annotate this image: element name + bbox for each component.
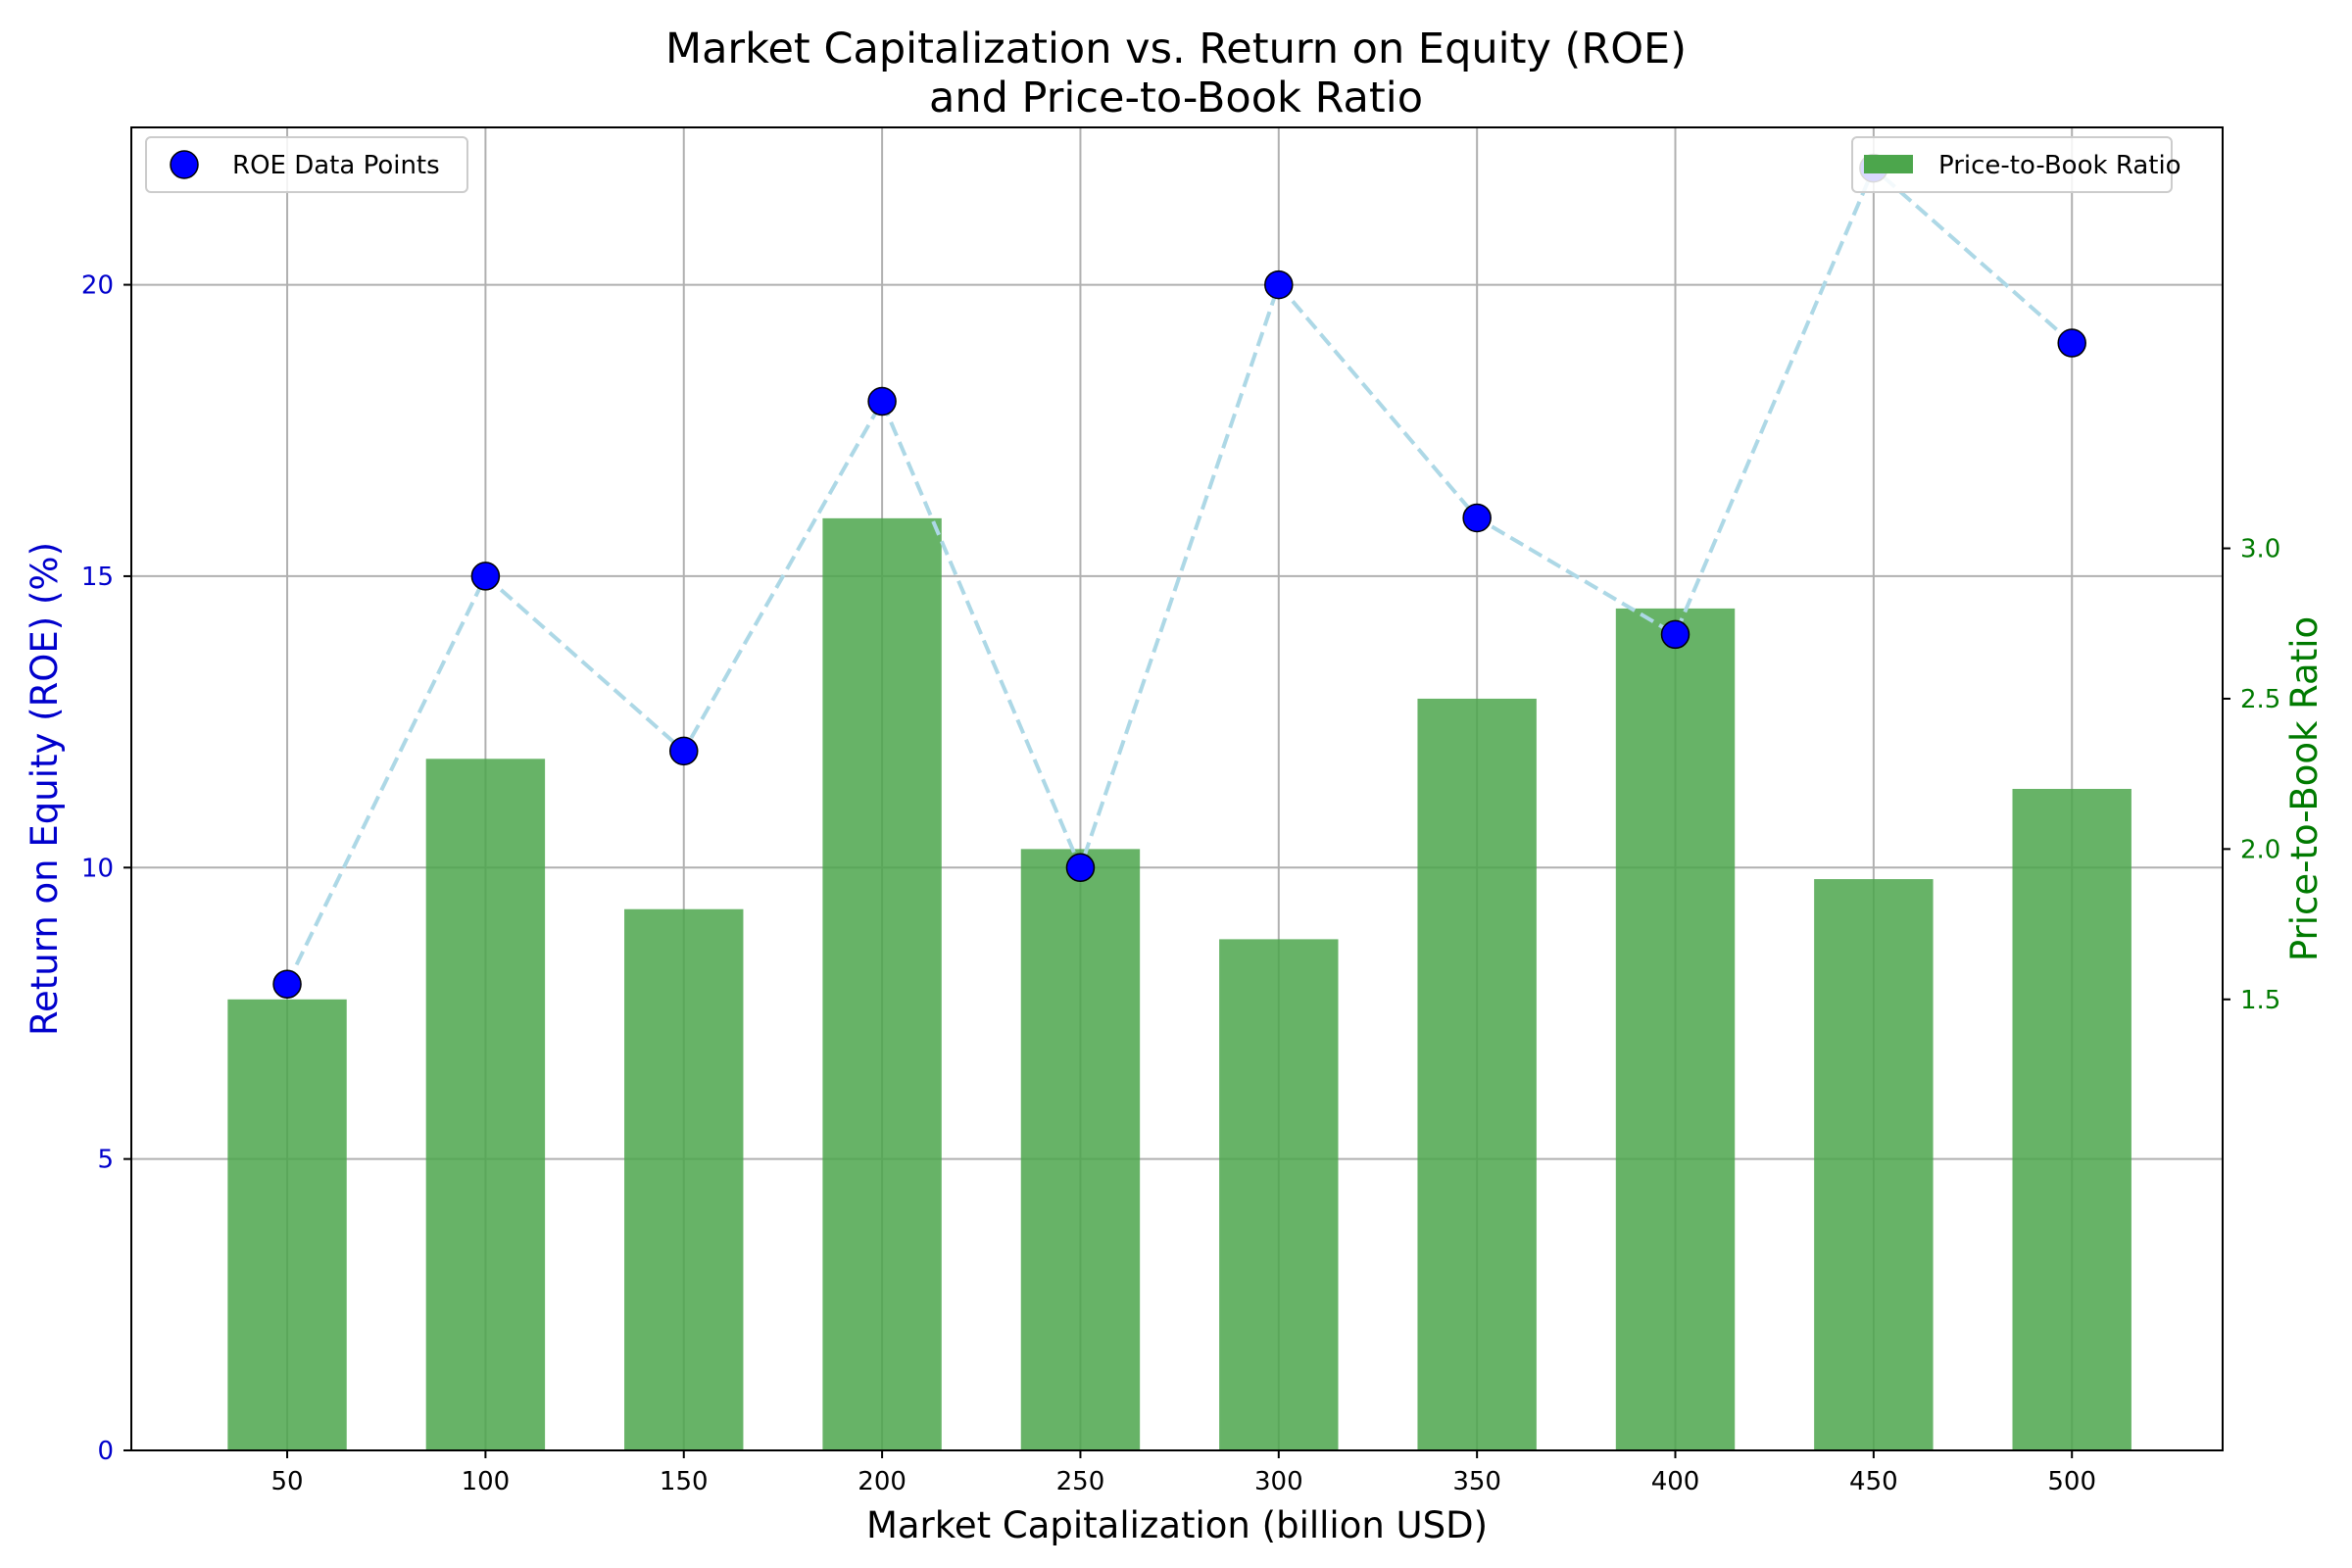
roe-point-0 (272, 969, 302, 999)
x-axis-label: Market Capitalization (billion USD) (866, 1504, 1488, 1546)
pb-bar-3 (822, 517, 942, 1450)
pb-bar-4 (1020, 849, 1141, 1450)
pb-bar-6 (1417, 698, 1537, 1450)
roe-point-7 (1660, 619, 1690, 650)
y2-tick-label-2: 2.5 (2240, 685, 2280, 714)
legend-pb: Price-to-Book Ratio (1851, 136, 2181, 193)
pb-bar-1 (425, 759, 546, 1450)
legend-roe-box (145, 136, 468, 193)
x-tick-label-2: 150 (660, 1467, 709, 1496)
y2-tick-label-3: 3.0 (2240, 535, 2280, 564)
y2-axis-label: Price-to-Book Ratio (2283, 616, 2326, 961)
legend-pb-swatch (1864, 155, 1913, 173)
legend-pb-box (1851, 136, 2173, 193)
y-tick-label-0: 0 (97, 1437, 114, 1466)
y-tick-label-1: 5 (97, 1146, 114, 1175)
roe-point-4 (1065, 853, 1096, 883)
roe-point-1 (470, 562, 501, 591)
x-tick-label-6: 350 (1452, 1467, 1501, 1496)
y2-axis-ticks: 1.5 2.0 2.5 3.0 (2223, 535, 2280, 1015)
y-tick-label-4: 20 (81, 271, 114, 301)
y-tick-label-2: 10 (81, 854, 114, 883)
y-axis-label: Return on Equity (ROE) (%) (24, 542, 66, 1036)
roe-point-2 (669, 736, 699, 766)
roe-point-5 (1264, 270, 1294, 300)
pb-bar-7 (1615, 608, 1736, 1450)
pb-bar-8 (1814, 879, 1934, 1450)
y2-tick-label-1: 2.0 (2240, 835, 2280, 864)
x-tick-label-8: 450 (1849, 1467, 1898, 1496)
x-axis-ticks: 50 100 150 200 250 300 350 400 450 500 (271, 1450, 2096, 1496)
y-axis-ticks: 0 5 10 15 20 (81, 271, 131, 1466)
roe-point-3 (867, 386, 897, 416)
pb-bar-2 (624, 908, 744, 1450)
pb-bar-0 (227, 999, 347, 1450)
x-tick-label-4: 250 (1056, 1467, 1105, 1496)
x-tick-label-3: 200 (858, 1467, 906, 1496)
pb-bar-5 (1219, 939, 1339, 1450)
roe-dashed-line (285, 165, 2074, 986)
plot-frame (130, 126, 2224, 1451)
x-tick-label-1: 100 (462, 1467, 511, 1496)
legend-roe-label: ROE Data Points (232, 151, 440, 180)
legend-roe: ROE Data Points (145, 136, 468, 193)
x-tick-label-5: 300 (1254, 1467, 1303, 1496)
pb-bar-9 (2012, 789, 2132, 1450)
roe-line (285, 165, 2074, 986)
x-tick-label-0: 50 (271, 1467, 304, 1496)
bar-series (227, 517, 2132, 1450)
chart-title: Market Capitalization vs. Return on Equi… (665, 24, 1687, 74)
roe-point-6 (1462, 503, 1492, 533)
roe-point-9 (2057, 328, 2086, 358)
x-tick-label-9: 500 (2047, 1467, 2096, 1496)
legend-pb-label: Price-to-Book Ratio (1938, 151, 2181, 180)
x-tick-label-7: 400 (1651, 1467, 1700, 1496)
chart-subtitle: and Price-to-Book Ratio (929, 74, 1423, 122)
y2-tick-label-0: 1.5 (2240, 986, 2280, 1015)
legend-roe-marker (170, 150, 199, 179)
y-tick-label-3: 15 (81, 563, 114, 592)
